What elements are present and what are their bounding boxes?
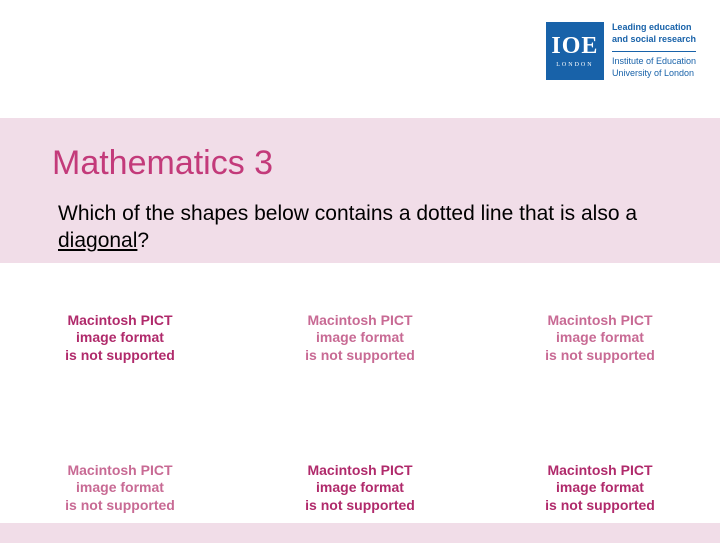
question-part1: Which of the shapes below contains a dot… xyxy=(58,202,637,225)
logo-city: LONDON xyxy=(556,62,593,68)
pict-placeholder-2: Macintosh PICT image format is not suppo… xyxy=(305,312,415,365)
logo-university: University of London xyxy=(612,68,696,80)
logo-square: IOE LONDON xyxy=(546,22,604,80)
pict-placeholder-3: Macintosh PICT image format is not suppo… xyxy=(545,312,655,365)
logo-block: IOE LONDON Leading education and social … xyxy=(546,22,696,80)
question-underlined: diagonal xyxy=(58,229,137,252)
logo-divider xyxy=(612,51,696,52)
question-part2: ? xyxy=(137,229,149,252)
pict-placeholder-6: Macintosh PICT image format is not suppo… xyxy=(545,462,655,515)
pict-placeholder-5: Macintosh PICT image format is not suppo… xyxy=(305,462,415,515)
top-bar: IOE LONDON Leading education and social … xyxy=(0,0,720,118)
shapes-panel: Macintosh PICT image format is not suppo… xyxy=(0,263,720,523)
pict-placeholder-1: Macintosh PICT image format is not suppo… xyxy=(65,312,175,365)
logo-tagline-1: Leading education xyxy=(612,22,696,34)
shapes-grid: Macintosh PICT image format is not suppo… xyxy=(0,283,720,543)
logo-tagline-2: and social research xyxy=(612,34,696,46)
question-text: Which of the shapes below contains a dot… xyxy=(58,200,662,255)
logo-institute: Institute of Education xyxy=(612,56,696,68)
logo-acronym: IOE xyxy=(551,34,598,58)
pict-placeholder-4: Macintosh PICT image format is not suppo… xyxy=(65,462,175,515)
logo-text: Leading education and social research In… xyxy=(612,22,696,80)
page-title: Mathematics 3 xyxy=(52,144,273,183)
